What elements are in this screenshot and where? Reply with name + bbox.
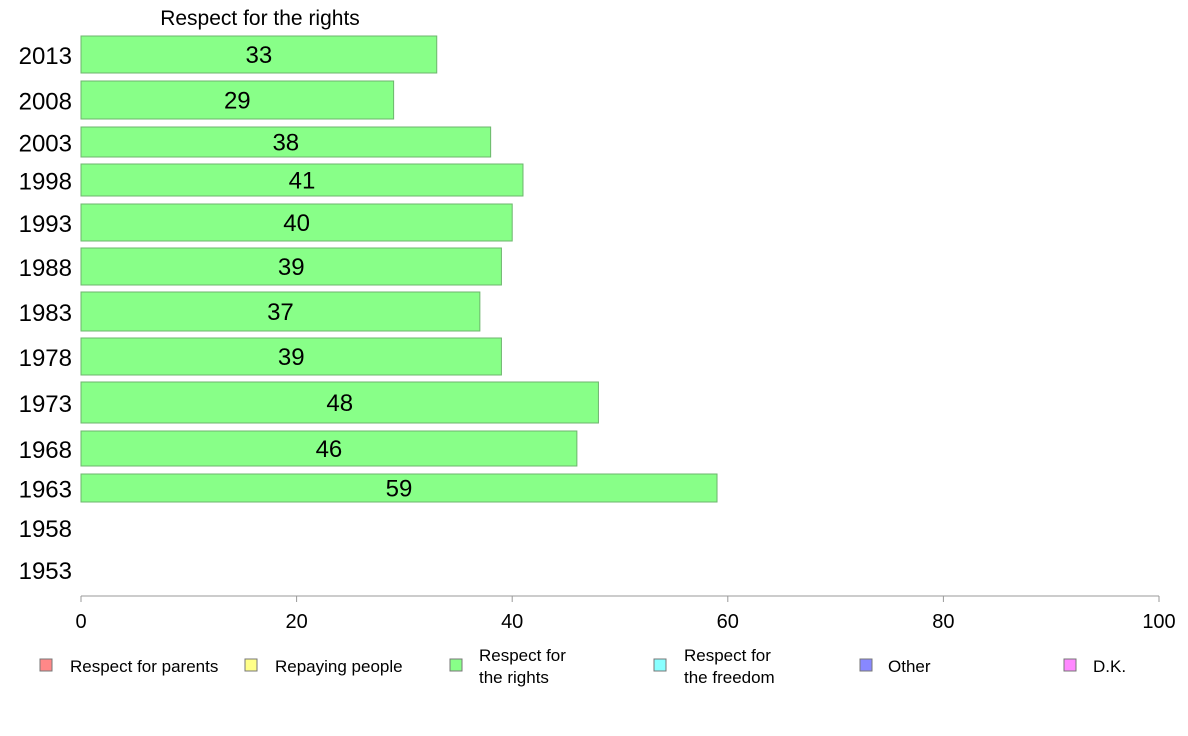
x-tick-label: 40 bbox=[501, 611, 523, 633]
data-label: 46 bbox=[316, 436, 343, 463]
x-tick-label: 20 bbox=[285, 611, 307, 633]
data-label: 40 bbox=[283, 210, 310, 237]
x-tick-label: 0 bbox=[75, 611, 86, 633]
y-tick-label: 1968 bbox=[19, 437, 72, 464]
legend-swatch bbox=[653, 658, 667, 672]
y-tick-label: 2008 bbox=[19, 89, 72, 116]
x-axis: 0 20 40 60 80 100 bbox=[75, 595, 1176, 633]
legend-swatch bbox=[244, 658, 258, 672]
legend-label: Repaying people bbox=[275, 657, 403, 676]
x-tick-label: 60 bbox=[717, 611, 739, 633]
bars-group: 33 29 38 41 40 39 37 39 48 46 59 bbox=[80, 35, 718, 503]
x-tick-label: 80 bbox=[932, 611, 954, 633]
bar-1993 bbox=[80, 203, 513, 242]
legend-swatch bbox=[449, 658, 463, 672]
bar-1978 bbox=[80, 337, 502, 376]
y-tick-label: 1953 bbox=[19, 558, 72, 585]
y-tick-label: 1963 bbox=[19, 477, 72, 504]
legend-item: D.K. bbox=[1063, 657, 1126, 676]
bar-2008 bbox=[80, 80, 395, 120]
legend-swatch bbox=[39, 658, 53, 672]
legend-label: D.K. bbox=[1093, 657, 1126, 676]
legend: Respect for parents Repaying people Respec… bbox=[39, 646, 1126, 687]
data-label: 59 bbox=[386, 476, 413, 503]
legend-item: Respect for the rights bbox=[449, 646, 566, 687]
y-axis-labels: 2013 2008 2003 1998 1993 1988 1983 1978 1973 1968… bbox=[19, 43, 72, 585]
bar-1988 bbox=[80, 247, 502, 286]
bar-1963 bbox=[80, 473, 718, 503]
data-label: 39 bbox=[278, 344, 305, 371]
legend-swatch bbox=[859, 658, 873, 672]
bar-1998 bbox=[80, 163, 524, 197]
y-tick-label: 1978 bbox=[19, 345, 72, 372]
legend-item: Respect for the freedom bbox=[653, 646, 775, 687]
legend-item: Repaying people bbox=[244, 657, 403, 676]
bar-1983 bbox=[80, 291, 481, 332]
y-tick-label: 1958 bbox=[19, 516, 72, 543]
data-label: 39 bbox=[278, 254, 305, 281]
y-tick-label: 1973 bbox=[19, 391, 72, 418]
y-tick-label: 1998 bbox=[19, 169, 72, 196]
legend-label: Other bbox=[888, 657, 931, 676]
data-label: 29 bbox=[224, 88, 251, 115]
y-tick-label: 2013 bbox=[19, 43, 72, 70]
legend-item: Respect for parents bbox=[39, 657, 218, 676]
y-tick-label: 2003 bbox=[19, 131, 72, 158]
chart-title: Respect for the rights bbox=[160, 7, 360, 30]
bar-2003 bbox=[80, 126, 492, 158]
x-tick-label: 100 bbox=[1142, 611, 1175, 633]
data-label: 41 bbox=[289, 168, 316, 195]
bar-2013 bbox=[80, 35, 438, 74]
legend-label: Respect for the freedom bbox=[684, 646, 775, 687]
y-tick-label: 1983 bbox=[19, 300, 72, 327]
legend-label: Respect for the rights bbox=[479, 646, 566, 687]
legend-item: Other bbox=[859, 657, 931, 676]
bar-1973 bbox=[80, 381, 599, 424]
y-tick-label: 1988 bbox=[19, 255, 72, 282]
bar-1968 bbox=[80, 430, 578, 467]
data-label: 38 bbox=[272, 130, 299, 157]
legend-swatch bbox=[1063, 658, 1077, 672]
data-label: 37 bbox=[267, 299, 294, 326]
y-tick-label: 1993 bbox=[19, 211, 72, 238]
data-label: 33 bbox=[246, 42, 273, 69]
data-label: 48 bbox=[326, 390, 353, 417]
legend-label: Respect for parents bbox=[70, 657, 218, 676]
